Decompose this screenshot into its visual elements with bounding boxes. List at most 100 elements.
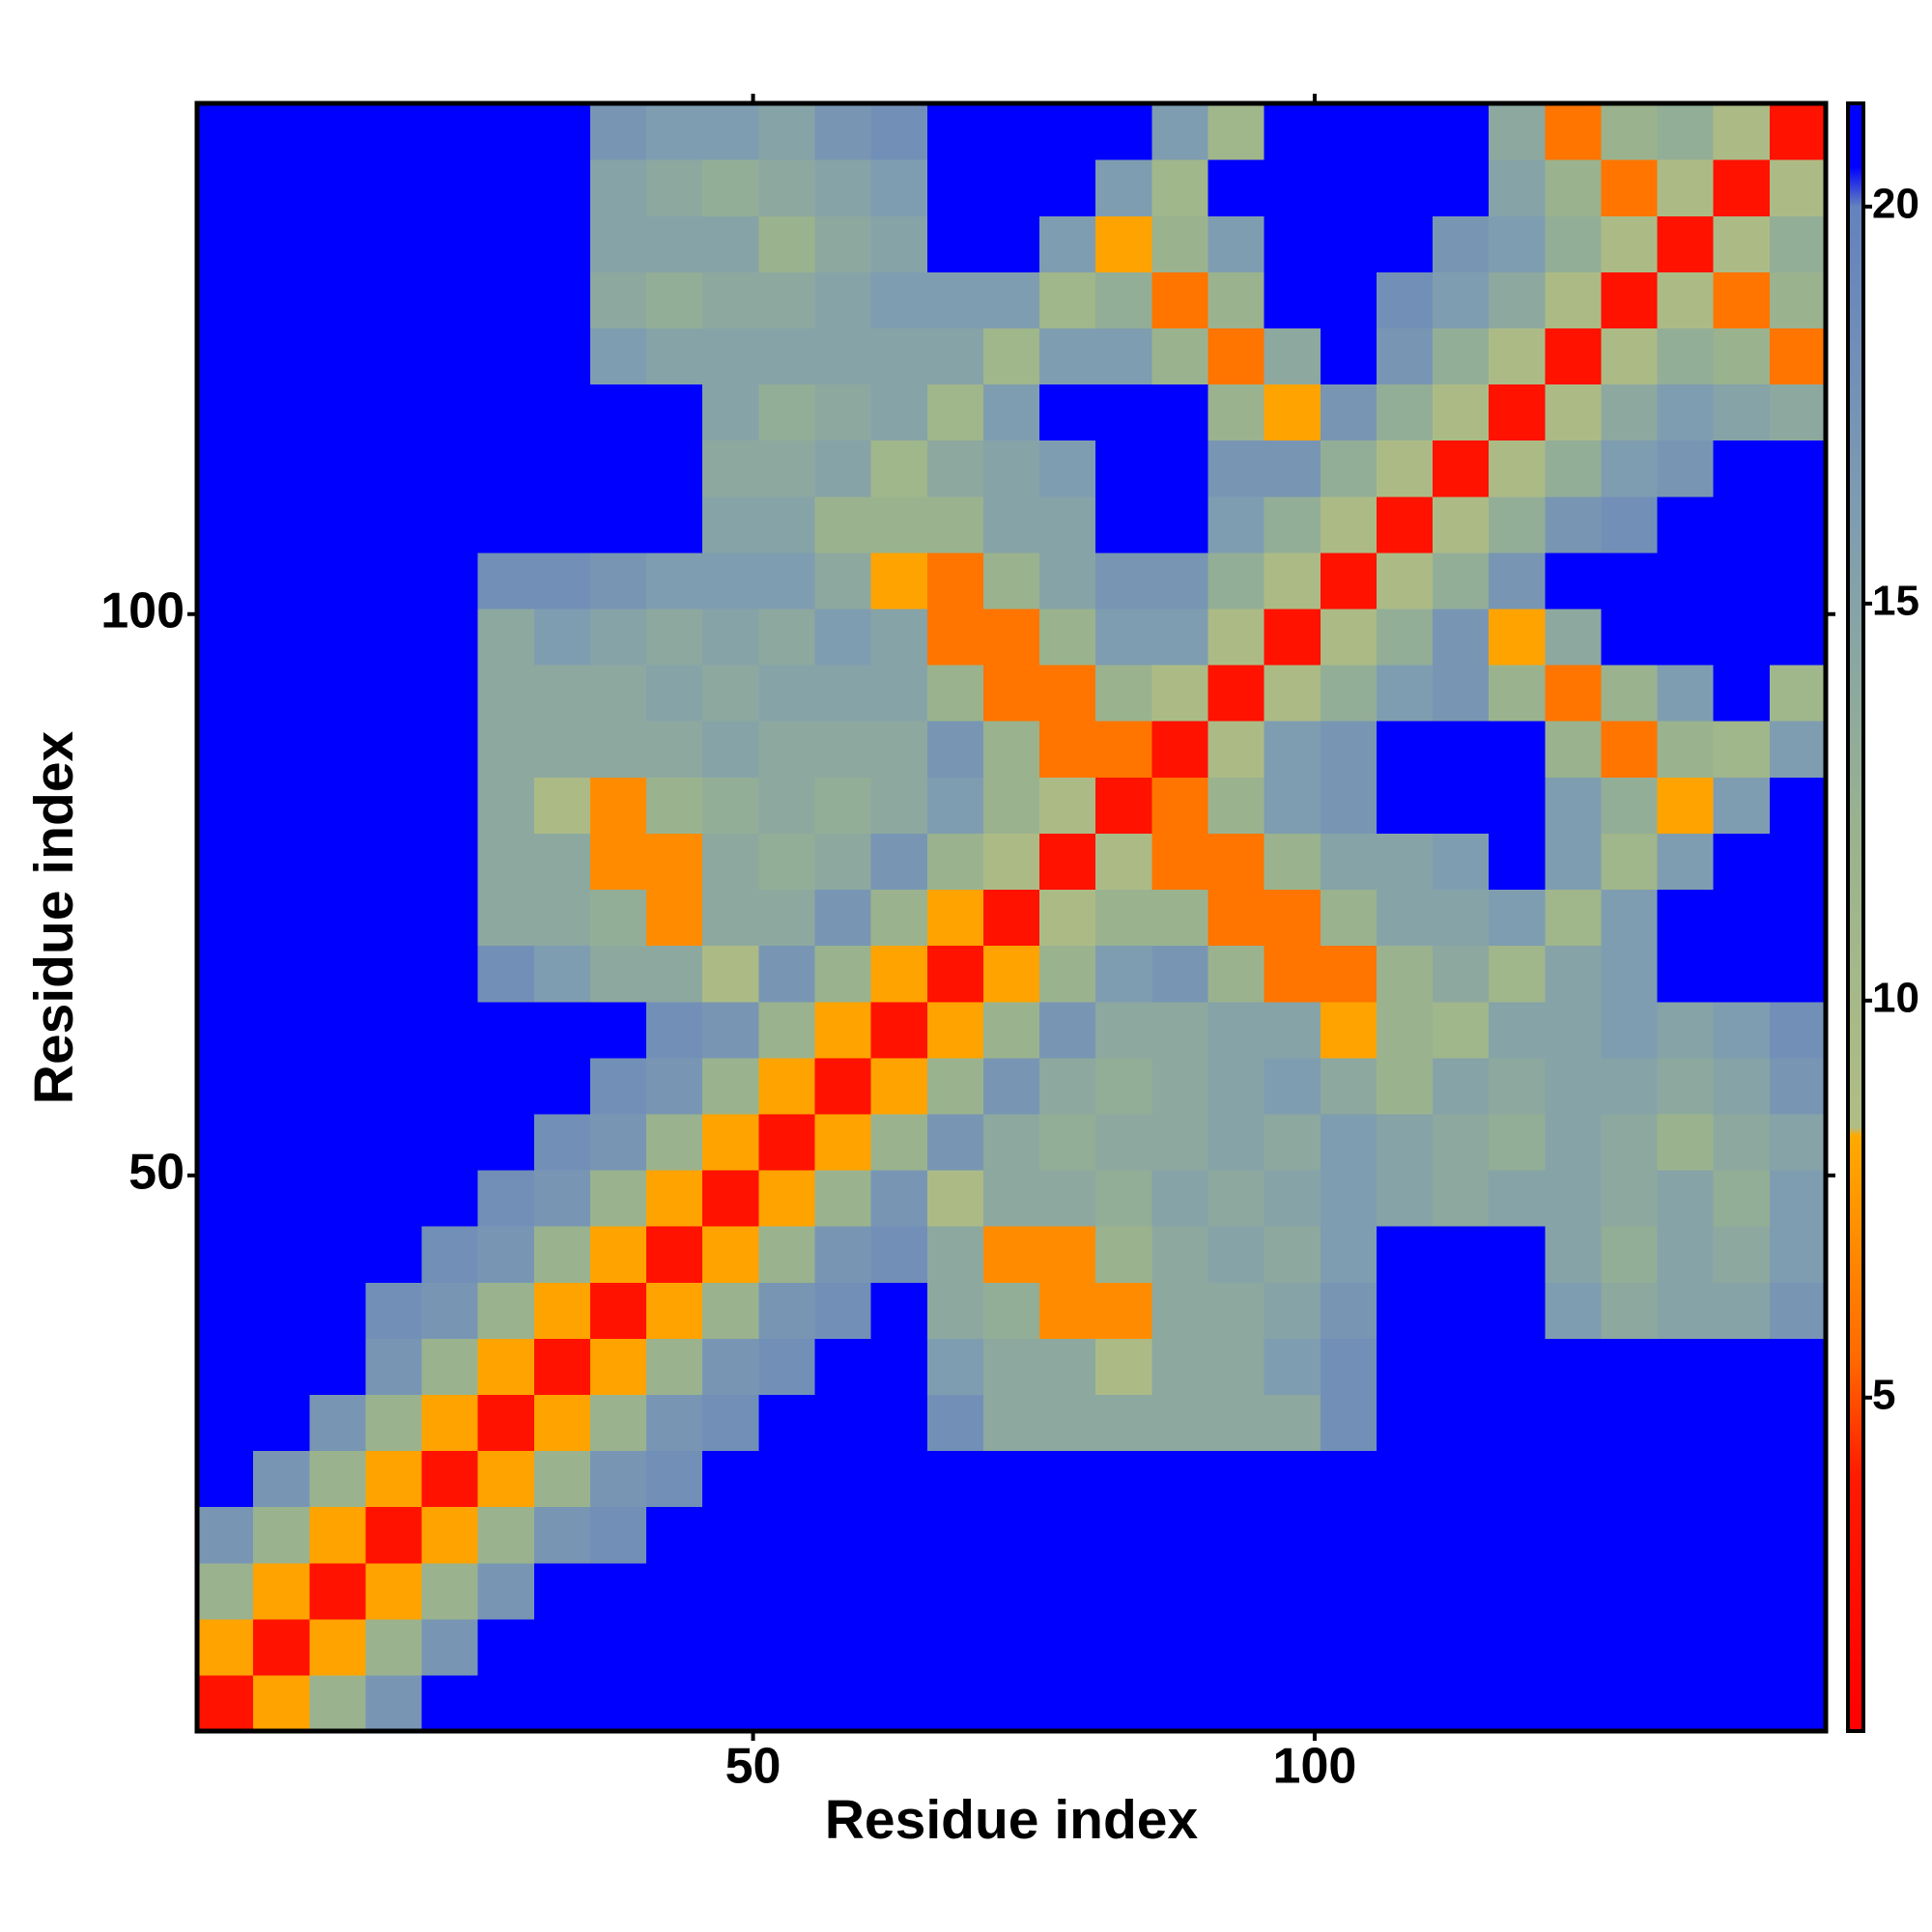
cell [197,1562,254,1620]
cell [589,271,647,329]
cell [1376,1674,1434,1732]
cell [477,440,535,497]
cell [758,440,816,497]
cell [870,103,928,160]
cell [1039,1057,1096,1115]
cell [197,496,254,554]
cell [1208,496,1265,554]
cell [477,327,535,385]
cell [1095,1338,1152,1395]
cell [870,1282,928,1339]
cell [1208,1001,1265,1059]
cell [253,608,310,666]
cell [421,440,479,497]
cell [1264,1394,1321,1452]
cell [421,1618,479,1676]
cell [365,327,423,385]
cell [1713,327,1771,385]
cell [477,777,535,834]
cell [1208,552,1265,610]
cell [870,1394,928,1452]
cell [589,945,647,1003]
cell [1095,1001,1152,1059]
cell [1433,945,1490,1003]
cell [1601,721,1659,778]
cell [870,327,928,385]
cell [926,1450,984,1508]
cell [1489,945,1546,1003]
cell [1769,1113,1827,1171]
cell [1151,1057,1209,1115]
cell [1545,608,1603,666]
cell [1769,608,1827,666]
cell [1320,103,1378,160]
cell [365,103,423,160]
cell [758,1674,816,1732]
cell [253,103,310,160]
cell [421,1169,479,1227]
cell [1095,889,1152,947]
cell [926,1169,984,1227]
cell [589,833,647,891]
cell [1095,552,1152,610]
cell [870,721,928,778]
cell [646,159,703,216]
cell [253,552,310,610]
cell [533,552,591,610]
cell [758,1226,816,1283]
cell [870,1618,928,1676]
cell [1769,440,1827,497]
cell [1039,1674,1096,1732]
cell [926,1001,984,1059]
cell [421,327,479,385]
cell [1039,833,1096,891]
cell [253,271,310,329]
cell [1320,496,1378,554]
cell [758,552,816,610]
cell [1713,1113,1771,1171]
cell [982,215,1040,272]
cell [1489,777,1546,834]
cell [814,1562,872,1620]
cell [1433,1674,1490,1732]
cell [1657,159,1715,216]
cell [589,665,647,722]
cell [589,889,647,947]
cell [702,440,759,497]
cell [365,1618,423,1676]
cell [1657,552,1715,610]
cell [533,945,591,1003]
cell [365,552,423,610]
cell [533,1618,591,1676]
cell [533,384,591,441]
cell [365,889,423,947]
cell [1376,1001,1434,1059]
cell [1545,215,1603,272]
cell [870,271,928,329]
cell [1264,1450,1321,1508]
cell [926,1506,984,1564]
cell [1713,665,1771,722]
cell [421,384,479,441]
cell [1769,384,1827,441]
cell [926,665,984,722]
cell [421,1450,479,1508]
cell [926,1226,984,1283]
cell [477,496,535,554]
cell [870,889,928,947]
cell [1657,945,1715,1003]
cell [814,1394,872,1452]
cell [1095,608,1152,666]
cell [926,271,984,329]
cell [589,1450,647,1508]
cell [1208,1562,1265,1620]
cell [1657,1001,1715,1059]
cell [646,945,703,1003]
cell [1489,1506,1546,1564]
cell [982,1506,1040,1564]
cell [646,552,703,610]
cell [870,1338,928,1395]
cell [870,440,928,497]
cell [814,552,872,610]
cell [982,384,1040,441]
